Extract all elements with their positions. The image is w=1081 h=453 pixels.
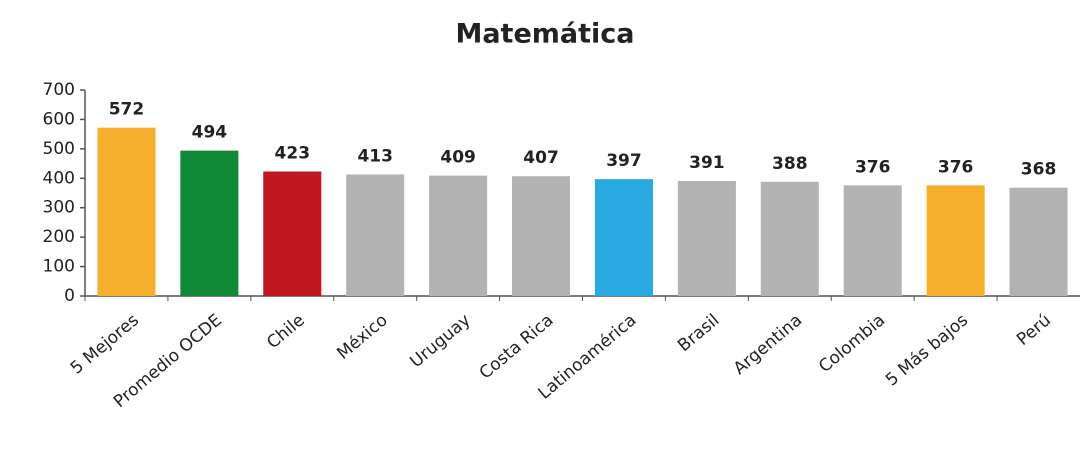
y-tick-label: 600 <box>43 109 75 129</box>
bar <box>263 171 322 296</box>
y-tick-label: 300 <box>43 198 75 218</box>
x-tick-label: 5 Mejores <box>67 310 143 378</box>
x-tick-label: Uruguay <box>406 310 474 372</box>
x-tick-label: Brasil <box>674 310 723 356</box>
value-label: 407 <box>523 148 559 168</box>
x-tick-label: Costa Rica <box>476 310 558 383</box>
x-tick-label: Chile <box>263 310 308 353</box>
y-tick-label: 500 <box>43 139 75 159</box>
value-label: 368 <box>1021 160 1057 180</box>
value-label: 494 <box>192 123 228 143</box>
value-label: 376 <box>938 157 974 177</box>
bar <box>180 150 239 296</box>
bar <box>760 181 819 296</box>
value-label: 409 <box>440 148 476 168</box>
value-label: 572 <box>109 100 145 120</box>
y-tick-label: 0 <box>64 286 75 306</box>
bar <box>97 127 156 296</box>
bar <box>1009 187 1068 296</box>
y-tick-label: 400 <box>43 168 75 188</box>
bar <box>677 180 736 296</box>
bar <box>429 175 488 296</box>
value-label: 423 <box>275 144 311 164</box>
bar <box>926 185 985 296</box>
x-tick-label: Colombia <box>815 310 889 377</box>
value-label: 397 <box>606 151 642 171</box>
x-tick-label: México <box>333 310 391 363</box>
x-tick-label: Perú <box>1013 310 1055 350</box>
x-tick-label: Argentina <box>730 310 806 379</box>
y-tick-label: 700 <box>43 80 75 100</box>
value-label: 413 <box>357 146 393 166</box>
value-label: 376 <box>855 157 891 177</box>
y-tick-label: 100 <box>43 257 75 277</box>
bar <box>594 179 653 296</box>
bar <box>512 176 571 296</box>
y-tick-label: 200 <box>43 227 75 247</box>
value-label: 388 <box>772 154 808 174</box>
value-label: 391 <box>689 153 725 173</box>
chart-title: Matemática <box>455 19 634 50</box>
x-tick-label: 5 Más bajos <box>882 310 972 390</box>
bar <box>346 174 405 296</box>
bar <box>843 185 902 296</box>
